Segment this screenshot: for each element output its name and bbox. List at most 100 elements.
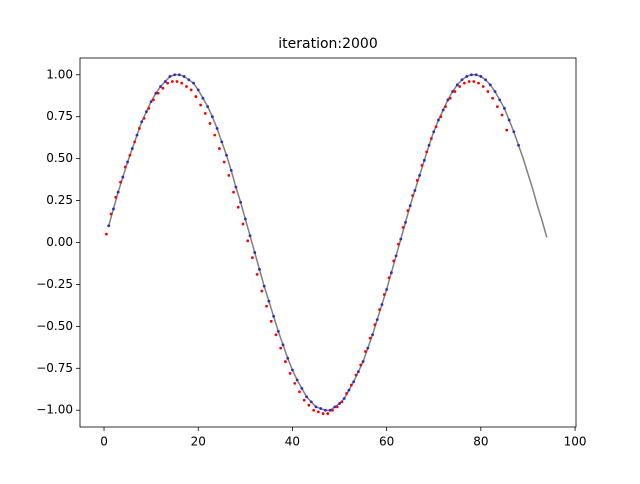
point <box>356 370 360 374</box>
point <box>121 175 125 179</box>
point <box>243 217 247 221</box>
point <box>413 189 417 192</box>
point <box>309 400 313 404</box>
point <box>408 204 412 208</box>
point <box>177 73 181 77</box>
point <box>236 205 240 209</box>
point <box>451 90 454 93</box>
point <box>340 400 344 404</box>
point <box>147 106 151 110</box>
point <box>345 392 349 395</box>
point <box>185 85 188 88</box>
point <box>234 185 238 189</box>
point <box>253 251 257 254</box>
point <box>462 81 466 85</box>
point <box>276 329 280 333</box>
point <box>434 125 438 129</box>
y-tick-label: 0.00 <box>46 235 73 249</box>
point <box>427 143 431 147</box>
point <box>392 259 396 263</box>
point <box>135 133 139 137</box>
point <box>208 122 212 125</box>
point <box>274 333 278 337</box>
point <box>293 381 297 385</box>
point <box>300 387 304 390</box>
point <box>420 163 424 167</box>
point <box>220 140 224 144</box>
point <box>458 85 462 88</box>
point <box>342 397 346 400</box>
point <box>175 80 179 83</box>
point <box>382 293 386 296</box>
point <box>349 383 353 387</box>
point <box>112 207 115 211</box>
point <box>180 81 184 85</box>
point <box>248 234 252 238</box>
point <box>210 115 214 119</box>
point <box>206 105 210 109</box>
point <box>500 113 504 117</box>
point <box>163 80 167 83</box>
point <box>128 153 132 157</box>
point <box>286 356 290 360</box>
point <box>366 346 370 350</box>
y-tick-label: −0.25 <box>36 277 73 291</box>
point <box>213 133 217 137</box>
point <box>104 232 108 236</box>
point <box>201 96 205 100</box>
y-tick-label: −1.00 <box>36 403 73 417</box>
point <box>448 96 452 100</box>
point <box>232 190 235 194</box>
point <box>460 78 464 82</box>
y-tick-label: 1.00 <box>46 67 73 81</box>
point <box>189 88 193 92</box>
point <box>173 73 177 77</box>
y-tick-label: −0.75 <box>36 361 73 375</box>
point <box>495 105 499 109</box>
point <box>385 288 389 291</box>
point <box>182 75 186 78</box>
x-tick-label: 80 <box>473 435 488 449</box>
point <box>149 100 153 104</box>
point <box>338 402 341 405</box>
point <box>145 110 148 114</box>
point <box>258 267 261 271</box>
y-tick-label: −0.50 <box>36 319 73 333</box>
point <box>119 180 122 184</box>
point <box>152 98 155 102</box>
point <box>265 304 268 308</box>
point <box>444 105 447 109</box>
point <box>166 81 170 85</box>
point <box>401 226 405 229</box>
point <box>156 91 160 95</box>
point <box>203 111 207 115</box>
point <box>279 346 283 350</box>
point <box>364 350 367 353</box>
point <box>218 147 221 150</box>
point <box>239 200 243 204</box>
point <box>477 81 480 85</box>
point <box>453 90 457 93</box>
point <box>159 85 162 88</box>
point <box>305 395 308 399</box>
point <box>507 118 511 122</box>
point <box>227 174 231 177</box>
point <box>225 153 228 157</box>
x-tick-label: 100 <box>564 435 587 449</box>
point <box>493 90 497 93</box>
point <box>441 108 445 112</box>
point <box>324 408 327 412</box>
point <box>269 319 273 323</box>
point <box>255 272 259 276</box>
point <box>375 318 379 322</box>
point <box>107 224 111 228</box>
point <box>399 237 403 241</box>
point <box>397 242 400 246</box>
point <box>288 371 292 375</box>
point <box>130 147 134 150</box>
point <box>422 158 426 162</box>
point <box>491 96 495 100</box>
point <box>517 143 520 147</box>
point <box>307 403 311 407</box>
